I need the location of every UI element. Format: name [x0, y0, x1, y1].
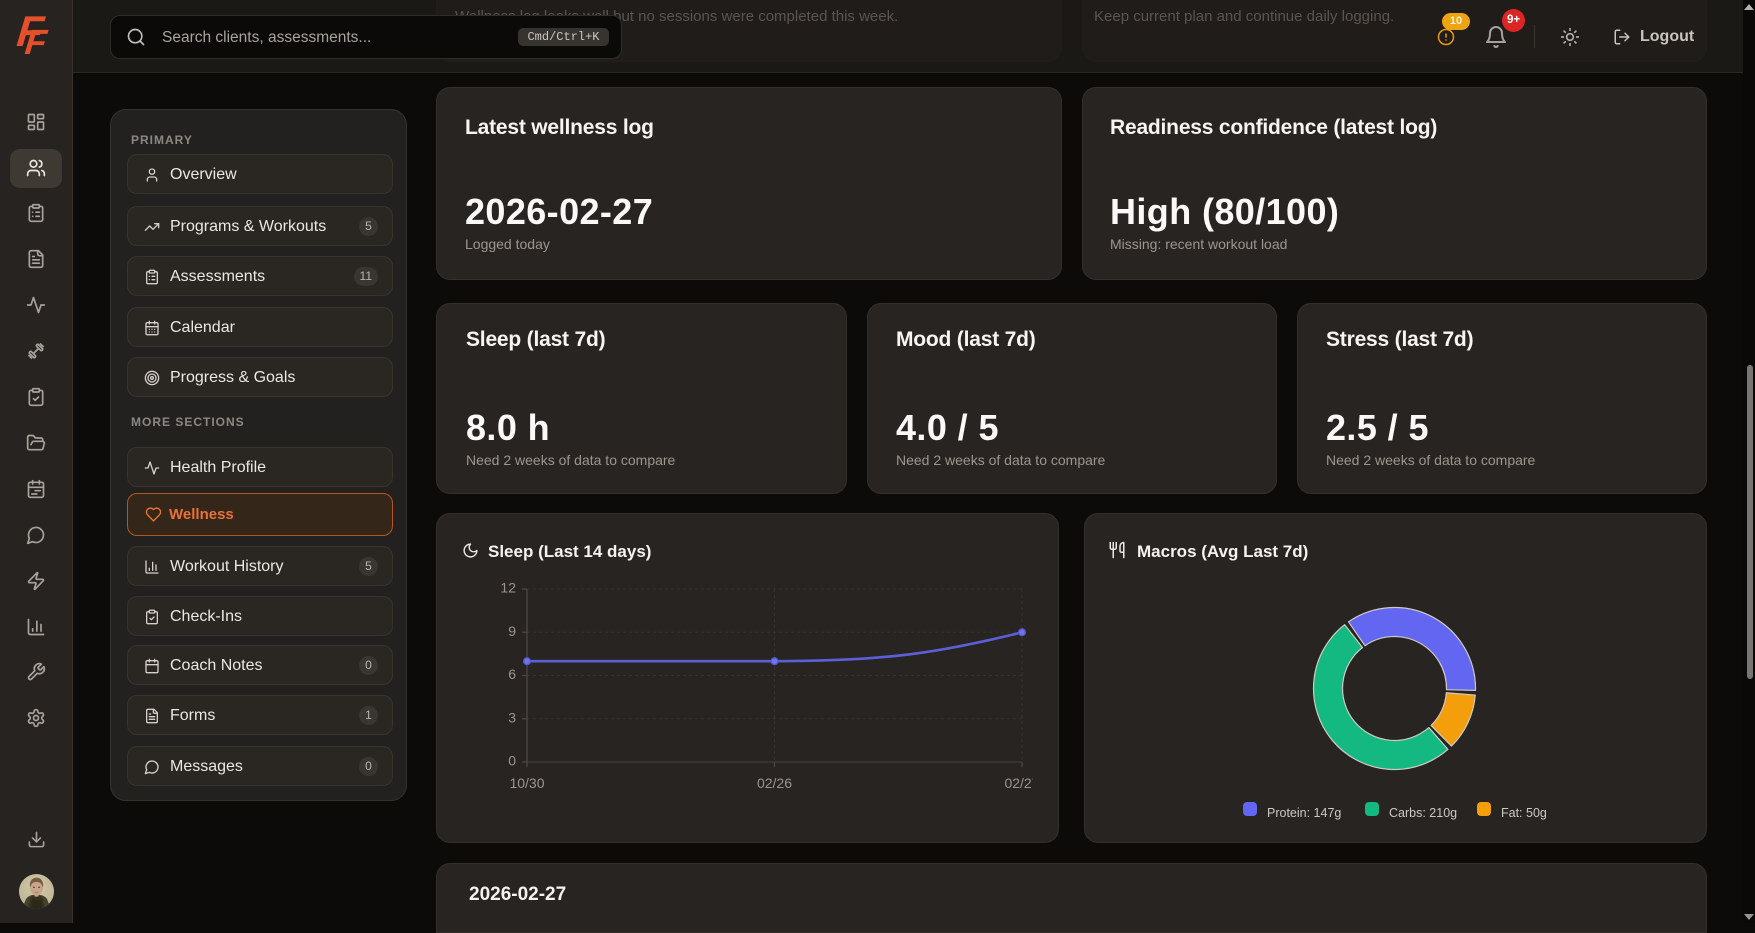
svg-text:3: 3: [508, 709, 516, 725]
svg-text:F: F: [23, 23, 50, 58]
svg-text:0: 0: [508, 753, 516, 769]
svg-text:Fat: 50g: Fat: 50g: [1501, 806, 1547, 820]
svg-text:10/30: 10/30: [509, 775, 544, 791]
svg-text:02/26: 02/26: [757, 775, 792, 791]
svg-text:Carbs: 210g: Carbs: 210g: [1389, 806, 1457, 820]
svg-text:Protein: 147g: Protein: 147g: [1267, 806, 1341, 820]
svg-text:12: 12: [500, 580, 516, 596]
svg-text:6: 6: [508, 666, 516, 682]
svg-text:02/27: 02/27: [1004, 775, 1039, 791]
svg-text:9: 9: [508, 623, 516, 639]
